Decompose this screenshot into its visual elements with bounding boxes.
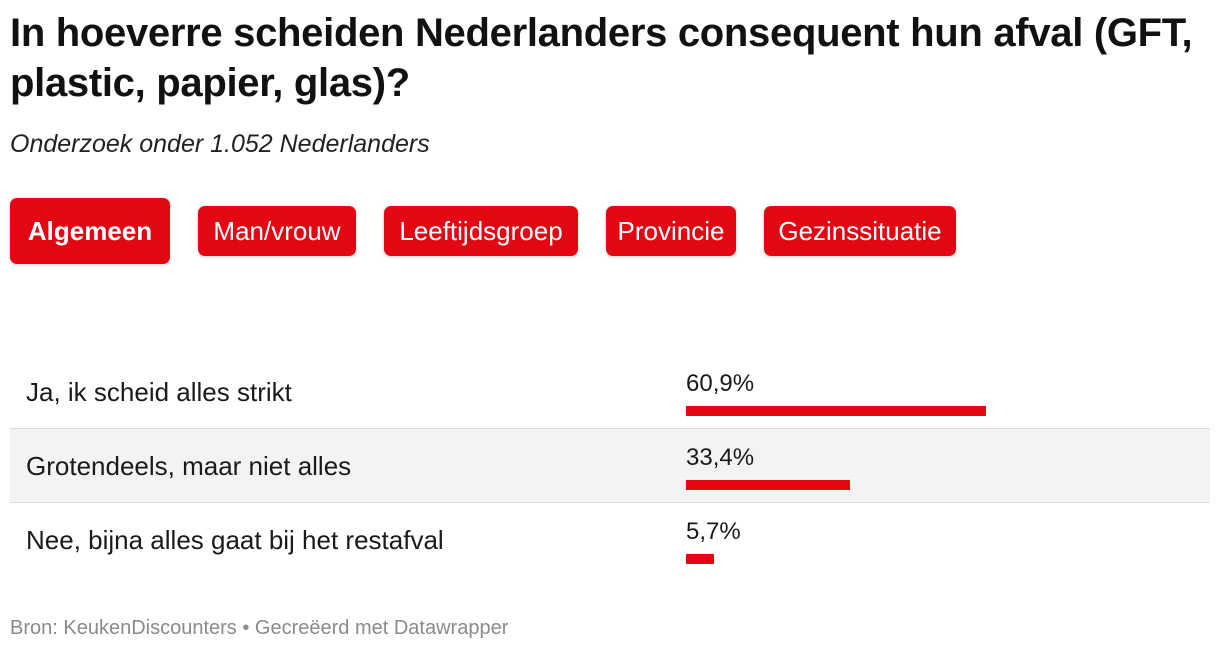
category-label: Grotendeels, maar niet alles bbox=[26, 451, 352, 481]
tab-man-vrouw[interactable]: Man/vrouw bbox=[198, 206, 356, 256]
bar-chart: Ja, ik scheid alles strikt 60,9% Grotendee… bbox=[10, 355, 1210, 576]
value-label: 33,4% bbox=[686, 444, 755, 471]
tab-leeftijdsgroep[interactable]: Leeftijdsgroep bbox=[384, 206, 578, 256]
chart-row: Nee, bijna alles gaat bij het restafval 5… bbox=[10, 503, 1210, 576]
bar bbox=[686, 554, 715, 564]
category-label: Ja, ik scheid alles strikt bbox=[26, 377, 292, 407]
chart-title: In hoeverre scheiden Nederlanders conseq… bbox=[10, 11, 1193, 105]
category-label: Nee, bijna alles gaat bij het restafval bbox=[26, 525, 444, 555]
value-label: 60,9% bbox=[686, 370, 755, 397]
tab-bar: Algemeen Man/vrouw Leeftijdsgroep Provin… bbox=[10, 198, 1200, 264]
chart-row: Grotendeels, maar niet alles 33,4% bbox=[10, 429, 1210, 503]
bar bbox=[686, 406, 986, 416]
tab-algemeen[interactable]: Algemeen bbox=[10, 198, 170, 264]
tab-gezinssituatie[interactable]: Gezinssituatie bbox=[764, 206, 956, 256]
tab-provincie[interactable]: Provincie bbox=[606, 206, 736, 256]
source-footer: Bron: KeukenDiscounters • Gecreëerd met … bbox=[10, 617, 509, 639]
chart-row: Ja, ik scheid alles strikt 60,9% bbox=[10, 355, 1210, 429]
chart-subtitle: Onderzoek onder 1.052 Nederlanders bbox=[10, 130, 430, 158]
value-label: 5,7% bbox=[686, 518, 741, 545]
bar bbox=[686, 480, 851, 490]
